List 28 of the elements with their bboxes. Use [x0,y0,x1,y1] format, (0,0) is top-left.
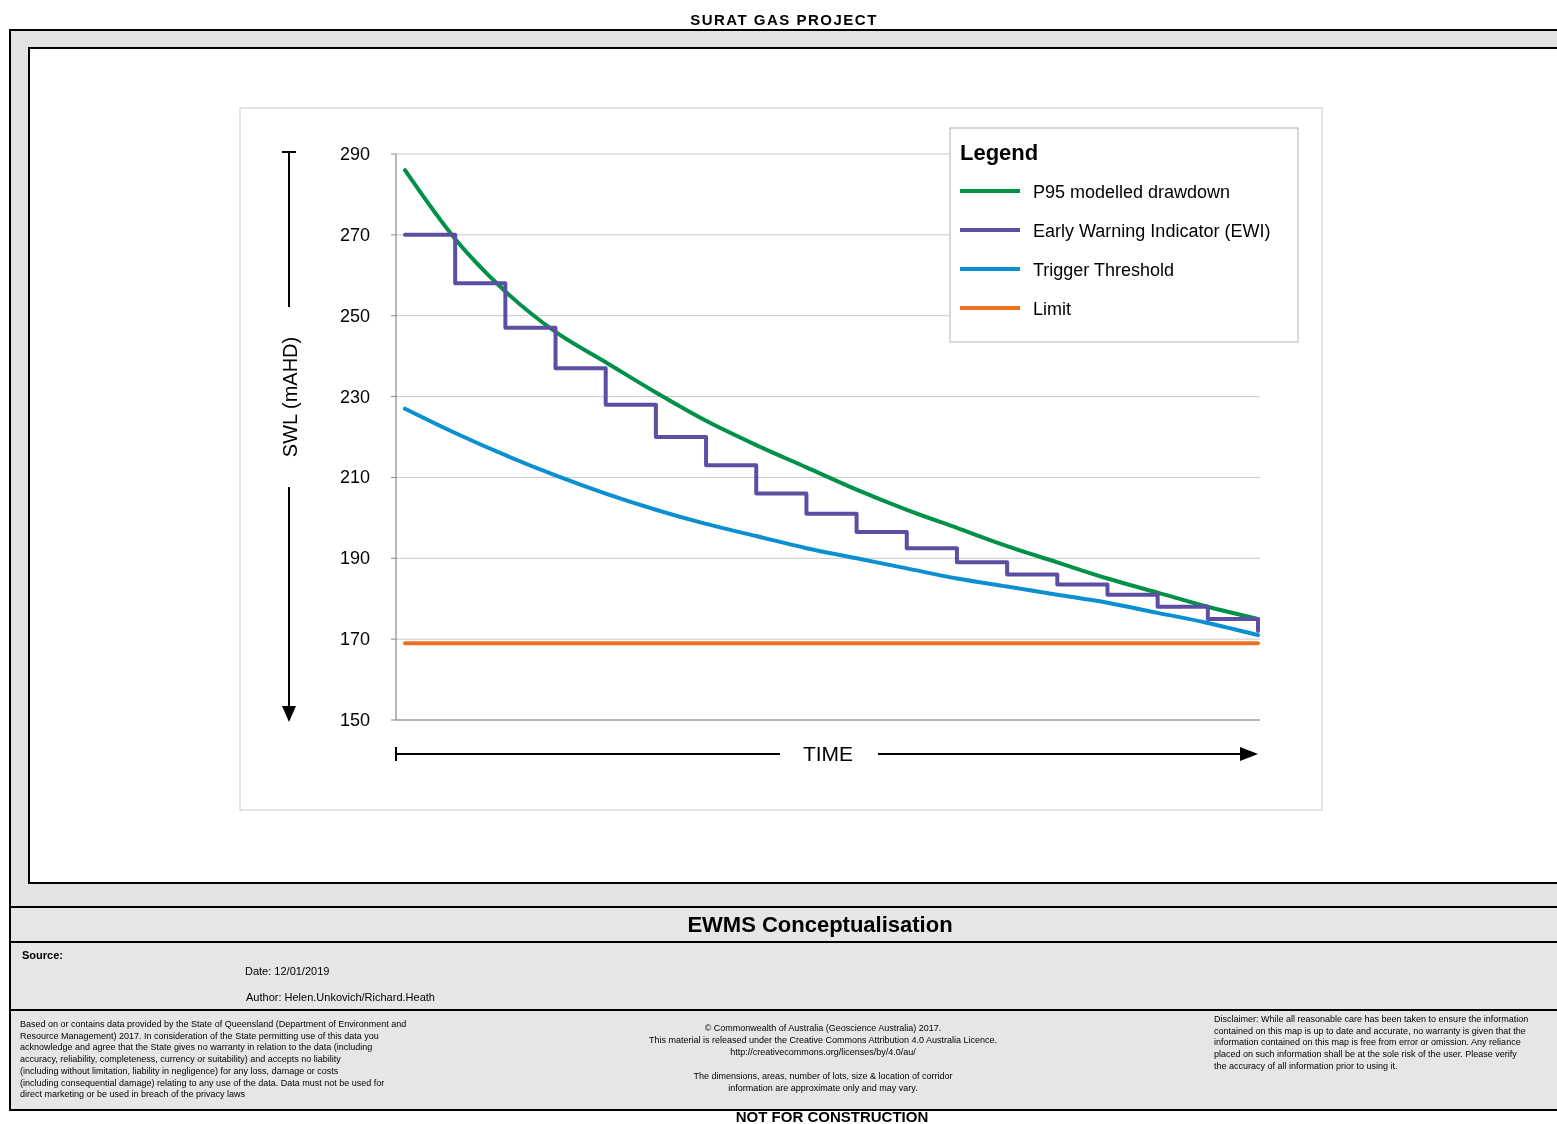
y-tick-label: 150 [339,710,370,730]
text: EWMS Conceptualisation [687,912,953,937]
text: Date: 12/01/2019 [245,965,330,977]
text: The dimensions, areas, number of lots, size & location of corridor information are approximate only and may vary. [693,1071,953,1093]
text: This material is released under the Creative Commons Attribution 4.0 Australia Licence. [648,1035,998,1045]
line-series [403,406,1260,638]
legend-label: Limit [1033,299,1072,319]
y-tick-label: 190 [339,548,370,569]
text: Based on or contains data provided by the State of Queensland (Department of Environment and Resource Management) 2017. In consideration of the State permitting use of this data you acknowledge and agree that the State gives no warranty in relation to the data (including accuracy, reliability, completeness, currency or suitability) and accepts no liability (including without limitation, liability in negligence) for any loss, damage or costs (including consequential damage) relating to any use of the data. Data must not be used for direct marketing or be used in breach of the privacy laws [20,1019,407,1100]
chart-title: SURAT GAS PROJECT [690,11,878,28]
text: Author: Helen.Unkovich/Richard.Heath [246,991,435,1003]
y-axis-title: SWL (mAHD) [279,336,301,458]
y-tick-label: 250 [339,305,370,326]
legend-label: P95 modelled drawdown [1033,182,1231,202]
y-tick-label: 290 [339,144,370,164]
legend-title: Legend [960,140,1039,165]
text: http://creativecommons.org/licenses/by/4.0/au/ [730,1047,917,1057]
source-note: Source: [22,949,63,961]
text: Disclaimer: While all reasonable care has been taken to ensure the information contained on this map is up to date and accurate, no warranty is given that the information contained on this map is free from error or omission. Any reliance placed on such information shall be at the sole risk of the user. Please verify the accuracy of all information prior to using it. [1214,1014,1529,1071]
x-axis-title: TIME [802,742,854,765]
y-tick-label: 210 [339,467,370,488]
y-tick-label: 270 [339,224,370,245]
text: NOT FOR CONSTRUCTION [735,1108,929,1124]
y-tick-label: 170 [339,629,370,650]
legend-label: Trigger Threshold [1033,260,1175,280]
y-tick-label: 230 [339,386,370,407]
text: © Commonwealth of Australia (Geoscience Australia) 2017. [704,1023,942,1033]
legend-label: Early Warning Indicator (EWI) [1033,221,1271,241]
